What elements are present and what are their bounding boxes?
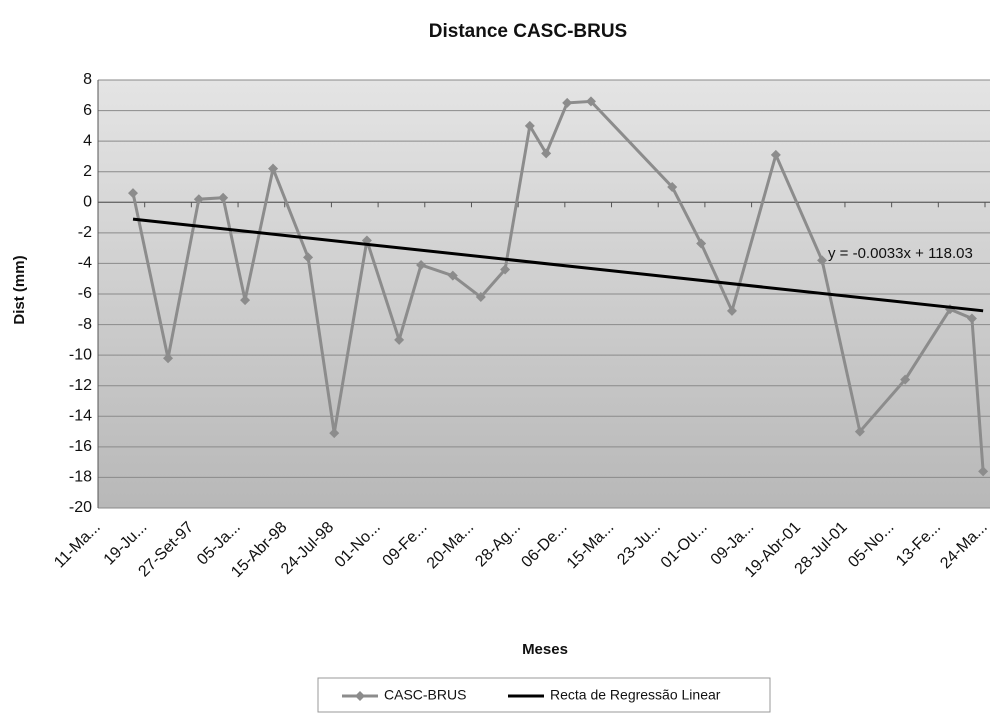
y-tick-label: -8 xyxy=(78,316,92,333)
point xyxy=(475,292,486,303)
y-tick-label: -20 xyxy=(69,499,92,516)
point xyxy=(900,374,911,385)
point xyxy=(770,149,781,160)
equation: y = -0.0033x + 118.03 xyxy=(828,245,973,262)
point xyxy=(667,182,678,192)
point xyxy=(966,313,977,324)
point xyxy=(817,255,828,266)
y-tick-label: 2 xyxy=(83,163,92,180)
point xyxy=(447,270,458,281)
x-tick-label: 06-De... xyxy=(518,519,570,571)
legend-label: CASC-BRUS xyxy=(384,687,466,703)
y-tick-label: -4 xyxy=(78,255,92,272)
point xyxy=(524,120,535,131)
x-tick-label: 20-Ma... xyxy=(424,519,478,573)
point xyxy=(268,163,279,174)
point xyxy=(500,264,511,275)
point xyxy=(240,295,251,306)
legend-marker xyxy=(355,691,365,701)
y-tick-label: -6 xyxy=(78,285,92,302)
y-tick-label: 4 xyxy=(83,132,92,149)
x-tick-label: 11-Ma... xyxy=(51,519,104,572)
x-tick-label: 01-No... xyxy=(332,519,384,571)
x-tick-label: 05-No... xyxy=(845,519,897,571)
point xyxy=(329,428,340,439)
y-tick-label: 8 xyxy=(83,71,92,88)
y-tick-label: -18 xyxy=(69,469,92,486)
chart-title: Distance CASC-BRUS xyxy=(429,21,627,42)
y-axis-label: Dist (mm) xyxy=(11,255,28,324)
x-tick-label: 24-Ma... xyxy=(937,519,991,573)
point xyxy=(585,96,596,107)
x-tick-label: 28-Ag... xyxy=(472,519,524,571)
y-tick-label: -12 xyxy=(69,377,92,394)
point xyxy=(854,426,865,437)
x-axis-label: Meses xyxy=(522,641,568,658)
point xyxy=(416,259,427,270)
y-tick-label: 6 xyxy=(83,102,92,119)
point xyxy=(696,238,707,249)
point xyxy=(218,192,229,203)
y-tick-label: -10 xyxy=(69,346,92,363)
x-tick-label: 23-Ju... xyxy=(614,519,664,569)
x-tick-label: 13-Fe... xyxy=(893,519,944,570)
point xyxy=(394,334,405,345)
x-tick-label: 01-Ou... xyxy=(658,519,711,572)
point xyxy=(303,252,314,263)
y-tick-label: -14 xyxy=(69,408,92,425)
point xyxy=(541,148,552,159)
y-tick-label: -2 xyxy=(78,224,92,241)
point xyxy=(978,466,989,477)
point xyxy=(163,353,174,364)
x-tick-label: 09-Fe... xyxy=(380,519,431,570)
series-line xyxy=(132,217,984,313)
y-tick-label: -16 xyxy=(69,438,92,455)
series-line xyxy=(131,99,985,472)
point xyxy=(128,188,139,199)
legend-label: Recta de Regressão Linear xyxy=(550,687,721,703)
x-tick-label: 15-Ma... xyxy=(564,519,618,573)
point xyxy=(562,97,573,108)
y-tick-label: 0 xyxy=(83,194,92,211)
point xyxy=(726,305,737,316)
point xyxy=(193,194,204,205)
